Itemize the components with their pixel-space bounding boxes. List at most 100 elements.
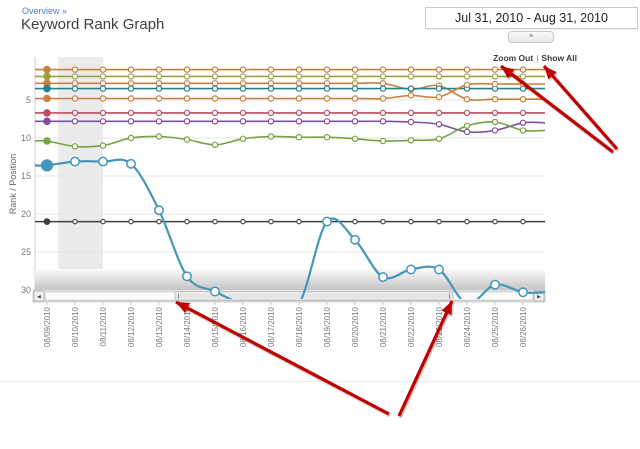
series-marker [71, 80, 79, 87]
series-marker [351, 109, 359, 117]
series-marker [407, 137, 415, 144]
series-marker [127, 118, 135, 125]
series-marker [323, 109, 331, 117]
series-marker [71, 66, 79, 73]
series-marker [267, 133, 275, 140]
series-marker [519, 95, 527, 103]
series-marker [491, 109, 499, 117]
scrollbar-right-arrow-icon: ► [536, 295, 542, 301]
zoom-out-link[interactable]: Zoom Out [493, 53, 534, 63]
series-marker [155, 85, 163, 92]
series-marker [183, 118, 191, 125]
series-marker [183, 109, 191, 117]
x-axis-label: 08/11/2010 [99, 306, 108, 346]
series-marker [379, 85, 387, 92]
series-marker [379, 73, 387, 80]
series-marker [518, 287, 528, 298]
series-marker [407, 118, 415, 126]
series-marker [351, 80, 359, 87]
series-marker [43, 72, 51, 81]
series-marker [43, 65, 51, 74]
series-marker [127, 134, 135, 142]
series-marker [155, 109, 163, 117]
series-marker [491, 73, 499, 80]
series-marker [295, 118, 303, 125]
series-marker [183, 85, 191, 92]
series-marker [239, 80, 247, 87]
series-marker [71, 118, 79, 125]
scrollbar-thumb[interactable] [174, 291, 454, 301]
series-marker [99, 95, 107, 102]
date-range-collapse-button[interactable]: ≡ [508, 31, 554, 43]
series-marker [71, 109, 79, 117]
series-marker [295, 85, 303, 92]
series-marker [212, 218, 218, 225]
series-marker [295, 95, 303, 102]
x-axis-label: 08/23/2010 [435, 306, 444, 347]
series-marker [211, 66, 219, 73]
series-marker [295, 80, 303, 87]
series-marker [155, 73, 163, 80]
series-marker [71, 95, 79, 102]
series-marker [435, 73, 443, 80]
x-axis-label: 08/10/2010 [71, 306, 80, 347]
series-marker [295, 73, 303, 80]
series-marker [239, 85, 247, 92]
series-marker [519, 66, 527, 73]
series-marker [127, 95, 135, 102]
series-marker [210, 286, 220, 297]
series-marker [519, 109, 527, 117]
show-all-link[interactable]: Show All [541, 53, 577, 63]
series-marker [379, 109, 387, 117]
series-marker [70, 156, 80, 167]
date-range-selector[interactable]: Jul 31, 2010 - Aug 31, 2010 [425, 7, 638, 29]
series-marker [72, 218, 78, 225]
series-marker [350, 234, 360, 245]
series-marker [352, 218, 358, 225]
series-marker [323, 133, 331, 141]
scrollbar-left-arrow-button[interactable] [33, 290, 45, 302]
series-marker [239, 109, 247, 117]
series-marker [435, 93, 443, 101]
series-marker [407, 66, 415, 73]
series-marker [183, 66, 191, 73]
series-marker [463, 95, 471, 103]
series-marker [463, 128, 471, 136]
y-tick-label: 20 [21, 209, 31, 219]
series-marker [183, 80, 191, 87]
series-marker [211, 73, 219, 80]
series-marker [239, 73, 247, 80]
x-axis-label: 08/14/2010 [183, 306, 192, 347]
x-axis-label: 08/16/2010 [239, 306, 248, 347]
series-marker [155, 66, 163, 73]
breadcrumb-overview-link[interactable]: Overview » [22, 6, 68, 16]
series-marker [267, 85, 275, 92]
series-marker [464, 218, 470, 225]
series-marker [351, 85, 359, 92]
series-marker [99, 66, 107, 73]
series-marker [434, 264, 444, 275]
series-marker [295, 109, 303, 117]
series-marker [323, 73, 331, 80]
x-axis-label: 08/15/2010 [211, 306, 220, 347]
series-marker [71, 73, 79, 80]
scrollbar-left-arrow-icon: ◄ [36, 295, 42, 301]
series-marker [40, 159, 54, 172]
scrollbar-right-arrow-button[interactable] [533, 290, 545, 302]
series-marker [351, 73, 359, 80]
series-marker [211, 109, 219, 117]
series-marker [99, 73, 107, 80]
series-marker [183, 95, 191, 102]
series-marker [406, 264, 416, 275]
series-marker [100, 218, 106, 225]
series-marker [127, 109, 135, 117]
series-marker [519, 127, 527, 134]
range-scrollbar[interactable]: ◄ ► [32, 289, 546, 303]
series-marker [519, 80, 527, 88]
series-marker [463, 109, 471, 117]
series-marker [267, 66, 275, 73]
series-marker [267, 73, 275, 80]
x-axis-label: 08/26/2010 [519, 306, 528, 347]
